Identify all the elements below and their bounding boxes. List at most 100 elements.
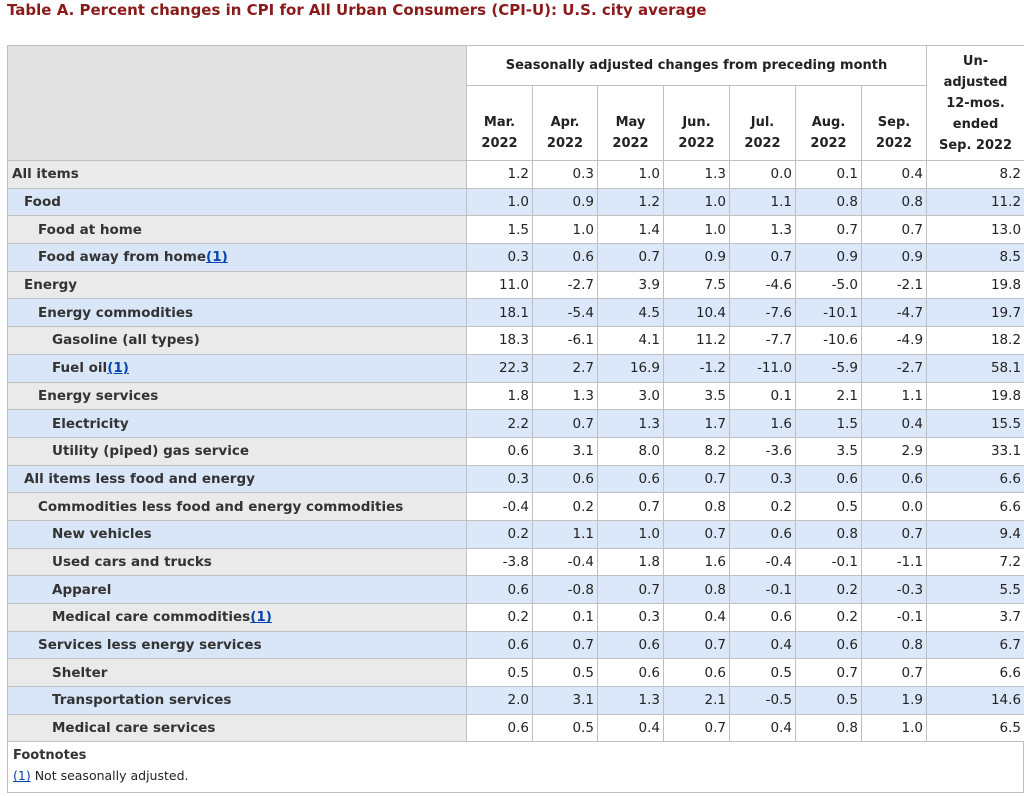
value-cell: 1.0 [532, 215, 598, 245]
value-cell: 1.0 [860, 713, 928, 743]
value-cell: 0.8 [795, 187, 862, 217]
value-cell: 0.4 [597, 713, 664, 743]
value-cell: 2.1 [795, 381, 862, 411]
value-cell: 1.3 [532, 381, 598, 411]
value-cell: 0.4 [729, 630, 796, 660]
value-cell: -10.1 [795, 298, 862, 328]
row-label-text: Transportation services [52, 692, 232, 709]
row-label: Gasoline (all types) [7, 326, 467, 355]
year-label: 2022 [875, 136, 913, 151]
seasonally-adjusted-header: Seasonally adjusted changes from precedi… [465, 45, 928, 86]
unadjusted-header: Un- adjusted 12-mos. ended Sep. 2022 [926, 45, 1024, 161]
table-row: Shelter 0.5 0.5 0.6 0.6 0.5 0.7 0.7 6.6 [7, 658, 1024, 688]
value-cell: 0.7 [663, 713, 730, 743]
table-row: Electricity 2.2 0.7 1.3 1.7 1.6 1.5 0.4 15.5 [7, 409, 1024, 438]
value-cell: 0.4 [663, 603, 730, 632]
value-cell: 0.7 [860, 519, 928, 549]
value-cell: 3.1 [532, 686, 598, 715]
value-cell: 1.1 [860, 381, 928, 411]
value-cell: 2.7 [532, 353, 598, 383]
value-cell: 10.4 [663, 298, 730, 328]
value-cell: -4.6 [729, 270, 796, 300]
value-cell: -6.1 [532, 326, 598, 355]
month-header: Mar. 2022 [466, 85, 533, 161]
month-label: Jun. [682, 115, 711, 130]
value-cell: 0.7 [729, 243, 796, 272]
value-cell: 11.2 [926, 187, 1024, 217]
value-cell: 0.7 [663, 464, 730, 494]
footnote-link[interactable]: (1) [13, 768, 31, 784]
value-cell: -11.0 [729, 353, 796, 383]
footnote-ref-link[interactable]: (1) [250, 609, 272, 626]
month-label: May [615, 115, 646, 130]
value-cell: 0.7 [532, 630, 598, 660]
value-cell: 0.8 [663, 575, 730, 604]
value-cell: 0.7 [860, 215, 928, 245]
value-cell: 1.0 [663, 215, 730, 245]
row-label-text: Food [24, 194, 61, 211]
month-label: Apr. [550, 115, 580, 130]
table-row: Transportation services 2.0 3.1 1.3 2.1 -0.5 0… [7, 686, 1024, 715]
value-cell: 22.3 [466, 353, 533, 383]
value-cell: 2.2 [466, 409, 533, 438]
value-cell: -4.9 [860, 326, 928, 355]
value-cell: 6.6 [926, 464, 1024, 494]
value-cell: 0.6 [597, 464, 664, 494]
year-label: 2022 [612, 136, 649, 151]
value-cell: 0.5 [795, 492, 862, 521]
value-cell: 0.7 [597, 243, 664, 272]
row-label-text: Medical care services [52, 720, 216, 737]
value-cell: 0.7 [795, 215, 862, 245]
footnote-ref-link[interactable]: (1) [206, 249, 228, 266]
value-cell: 0.6 [466, 713, 533, 743]
value-cell: 19.8 [926, 270, 1024, 300]
value-cell: -7.6 [729, 298, 796, 328]
value-cell: 1.3 [729, 215, 796, 245]
value-cell: 0.6 [663, 658, 730, 688]
value-cell: 0.6 [466, 630, 533, 660]
row-label: All items less food and energy [7, 464, 467, 494]
value-cell: -5.4 [532, 298, 598, 328]
value-cell: 0.7 [532, 409, 598, 438]
month-label: Mar. [483, 115, 516, 130]
value-cell: 1.0 [466, 187, 533, 217]
footnote-ref-link[interactable]: (1) [107, 360, 129, 377]
value-cell: -5.9 [795, 353, 862, 383]
value-cell: 7.5 [663, 270, 730, 300]
value-cell: 0.7 [663, 519, 730, 549]
value-cell: 0.7 [597, 492, 664, 521]
unadjusted-line: adjusted [943, 74, 1008, 90]
row-label-text: All items [12, 166, 79, 183]
value-cell: 9.4 [926, 519, 1024, 549]
value-cell: 0.6 [729, 603, 796, 632]
value-cell: 18.3 [466, 326, 533, 355]
value-cell: 3.5 [663, 381, 730, 411]
value-cell: 3.0 [597, 381, 664, 411]
value-cell: 0.5 [532, 713, 598, 743]
value-cell: 0.2 [466, 519, 533, 549]
month-header: May 2022 [597, 85, 664, 161]
value-cell: 4.5 [597, 298, 664, 328]
row-label-text: Utility (piped) gas service [52, 443, 250, 460]
value-cell: 0.1 [795, 160, 862, 189]
unadjusted-line: ended [952, 116, 999, 132]
row-label: Energy [7, 270, 467, 300]
value-cell: -5.0 [795, 270, 862, 300]
value-cell: 1.3 [597, 686, 664, 715]
month-label: Jul. [750, 115, 775, 130]
row-label-text: Food away from home [38, 249, 207, 266]
value-cell: 18.1 [466, 298, 533, 328]
row-label: Energy commodities [7, 298, 467, 328]
value-cell: -2.1 [860, 270, 928, 300]
value-cell: 0.6 [466, 575, 533, 604]
table-row: All items less food and energy 0.3 0.6 0.6 0… [7, 464, 1024, 494]
value-cell: -3.6 [729, 436, 796, 466]
value-cell: 1.1 [532, 519, 598, 549]
value-cell: 1.5 [795, 409, 862, 438]
row-label-text: Medical care commodities [52, 609, 251, 626]
row-label: Commodities less food and energy commodi… [7, 492, 467, 521]
cpi-table: Seasonally adjusted changes from precedi… [7, 45, 1024, 743]
value-cell: -0.4 [729, 547, 796, 577]
value-cell: 0.6 [597, 658, 664, 688]
row-label: All items [7, 160, 467, 189]
